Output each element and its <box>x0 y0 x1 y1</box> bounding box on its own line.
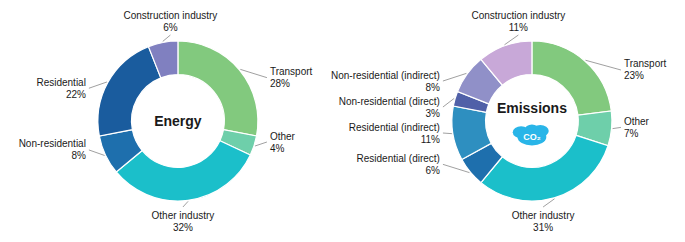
leader-line <box>543 199 554 207</box>
leader-line <box>504 35 518 45</box>
category-label: Non-residential <box>19 138 86 149</box>
value-label: 22% <box>66 89 86 100</box>
donut-panel: EmissionsCO₂Non-residential (indirect)8%… <box>331 10 667 233</box>
donut-wedge <box>452 106 491 160</box>
wedges <box>452 41 612 201</box>
chart-canvas: EnergyResidential22%Non-residential8%Tra… <box>0 0 685 242</box>
value-label: 11% <box>421 134 440 145</box>
value-label: 32% <box>173 222 193 233</box>
category-label: Transport <box>270 66 313 77</box>
value-label: 3% <box>425 108 440 119</box>
category-label: Other industry <box>512 210 575 221</box>
leader-line <box>183 201 188 207</box>
category-label: Non-residential (indirect) <box>331 70 440 81</box>
category-label: Construction industry <box>471 10 565 21</box>
category-label: Non-residential (direct) <box>339 96 440 107</box>
category-label: Transport <box>624 58 667 69</box>
leader-line <box>443 98 454 107</box>
center-title: Emissions <box>497 100 567 116</box>
value-label: 28% <box>270 78 290 89</box>
value-label: 11% <box>509 22 528 33</box>
donut-wedge <box>98 47 161 136</box>
donut-wedge <box>99 130 142 172</box>
category-label: Residential (direct) <box>357 153 440 164</box>
category-label: Residential <box>36 77 85 88</box>
leader-line <box>585 60 620 70</box>
donut-wedge <box>481 41 532 85</box>
leader-line <box>89 150 105 156</box>
leader-line <box>89 82 107 88</box>
leader-line <box>240 69 267 77</box>
annotation: CO₂ <box>523 132 541 142</box>
donut-wedge <box>148 41 177 78</box>
value-label: 8% <box>71 150 86 161</box>
leader-line <box>443 133 452 135</box>
category-label: Other <box>270 131 296 142</box>
leader-line <box>443 73 466 81</box>
data-labels: Non-residential (indirect)8% Non-resident… <box>331 10 667 233</box>
value-label: 4% <box>270 143 285 154</box>
wedges <box>98 41 258 201</box>
value-label: 7% <box>624 128 639 139</box>
co2-cloud <box>513 124 549 145</box>
value-label: 6% <box>425 165 440 176</box>
category-label: Other <box>624 116 650 127</box>
donut-panel: Energy Residential22% Non-residential8% Tra… <box>19 10 313 233</box>
category-label: Other industry <box>152 210 215 221</box>
category-label: Construction industry <box>123 10 217 21</box>
leader-line <box>163 35 171 41</box>
value-label: 23% <box>624 70 644 81</box>
value-label: 8% <box>425 82 440 93</box>
value-label: 6% <box>163 22 178 33</box>
leader-line <box>443 164 470 172</box>
donut-wedge <box>481 135 608 201</box>
leader-line <box>613 127 621 128</box>
data-labels: Residential22% Non-residential8% Transport… <box>19 10 313 233</box>
leader-line <box>255 142 267 146</box>
category-label: Residential (indirect) <box>349 122 440 133</box>
center-title: Energy <box>154 113 202 129</box>
value-label: 31% <box>533 222 553 233</box>
